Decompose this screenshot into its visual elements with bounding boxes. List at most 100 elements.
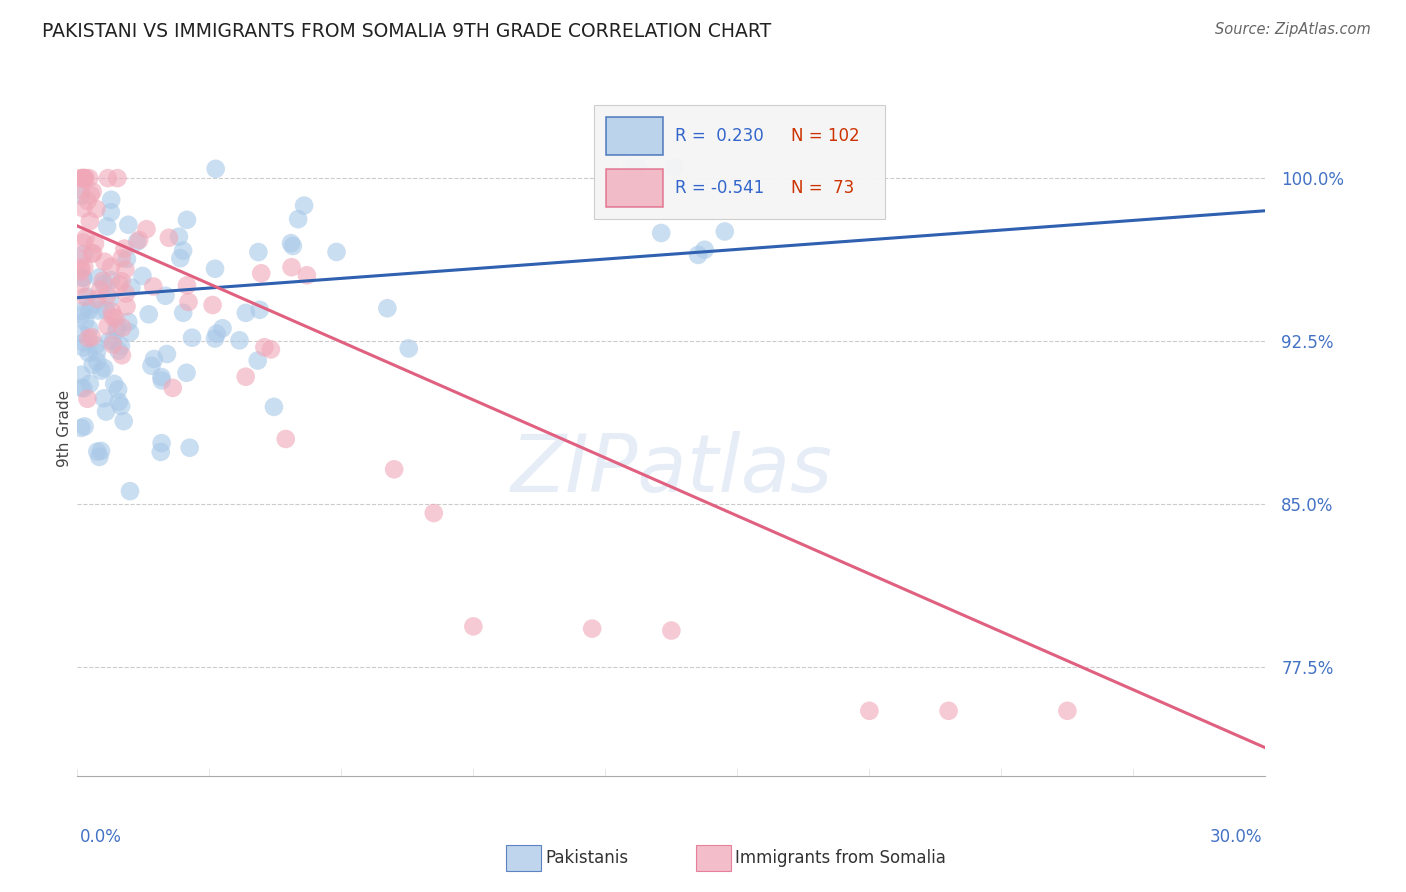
Point (72, 340, 94, 354)
Point (79, 214, 101, 228)
Point (280, 260, 302, 275)
Point (382, 462, 405, 476)
Point (73, 290, 96, 304)
Point (103, 376, 125, 391)
Point (110, 274, 132, 288)
Y-axis label: 9th Grade: 9th Grade (56, 390, 72, 467)
Point (135, 222, 157, 236)
Point (73, 247, 96, 261)
Point (75, 171, 97, 186)
Point (114, 242, 136, 256)
Point (100, 193, 122, 207)
Point (70, 264, 93, 278)
Point (86, 345, 108, 359)
Point (235, 306, 257, 320)
Point (82, 185, 104, 199)
Point (176, 212, 198, 227)
Point (70, 381, 93, 395)
Point (75, 314, 97, 328)
Point (157, 231, 180, 245)
Point (87, 270, 110, 285)
Point (117, 315, 139, 329)
Point (79, 322, 101, 336)
Point (70, 261, 93, 276)
Point (105, 323, 128, 337)
Point (246, 353, 269, 368)
FancyBboxPatch shape (606, 117, 664, 155)
Text: 30.0%: 30.0% (1211, 828, 1263, 846)
Point (70, 368, 93, 382)
Point (93, 254, 115, 268)
Point (211, 321, 233, 335)
Point (82, 298, 104, 312)
Point (107, 171, 129, 186)
Point (93, 361, 115, 376)
Point (118, 484, 141, 499)
Point (84, 236, 107, 251)
Point (111, 320, 134, 334)
Point (181, 331, 204, 345)
Point (70, 277, 93, 291)
Text: R =  0.230: R = 0.230 (675, 127, 763, 145)
Point (295, 268, 318, 283)
Point (77, 331, 100, 345)
Point (70, 304, 93, 318)
Point (89, 283, 111, 297)
Point (204, 161, 226, 176)
Point (72, 270, 94, 285)
Point (107, 383, 129, 397)
Point (228, 334, 250, 348)
Point (204, 332, 226, 346)
Point (91, 274, 114, 288)
Point (98, 292, 121, 306)
Point (176, 278, 198, 293)
Point (260, 343, 283, 357)
Point (107, 395, 129, 409)
Point (155, 289, 177, 303)
Point (94, 303, 117, 318)
Point (70, 188, 93, 202)
Point (72, 171, 94, 186)
FancyBboxPatch shape (595, 104, 886, 219)
Point (162, 381, 184, 395)
Point (115, 286, 138, 301)
Point (398, 342, 420, 356)
Point (108, 277, 131, 292)
Point (661, 624, 683, 638)
Point (156, 347, 179, 361)
Point (94, 404, 117, 418)
Point (101, 304, 124, 318)
Point (73, 260, 96, 274)
Text: 0.0%: 0.0% (80, 828, 122, 846)
Point (70, 252, 93, 266)
Point (176, 366, 198, 380)
Point (117, 218, 139, 232)
Point (128, 233, 150, 247)
Point (204, 261, 226, 276)
FancyBboxPatch shape (606, 169, 664, 207)
Point (150, 374, 173, 388)
Text: N = 102: N = 102 (792, 127, 860, 145)
Point (169, 251, 191, 265)
Point (650, 226, 672, 240)
Point (110, 399, 132, 413)
Point (77, 346, 100, 360)
Text: Immigrants from Somalia: Immigrants from Somalia (735, 849, 946, 867)
Point (73, 419, 96, 434)
Point (253, 340, 276, 354)
Point (150, 370, 173, 384)
Text: Source: ZipAtlas.com: Source: ZipAtlas.com (1215, 22, 1371, 37)
Point (89, 450, 111, 464)
Point (693, 243, 716, 257)
Point (620, 161, 643, 175)
Point (79, 188, 101, 202)
Point (201, 298, 224, 312)
Text: N =  73: N = 73 (792, 179, 855, 197)
Point (581, 622, 603, 636)
Point (76, 289, 98, 303)
Point (131, 268, 153, 283)
Point (100, 260, 122, 274)
Point (70, 308, 93, 322)
Point (70, 421, 93, 435)
Point (167, 229, 190, 244)
